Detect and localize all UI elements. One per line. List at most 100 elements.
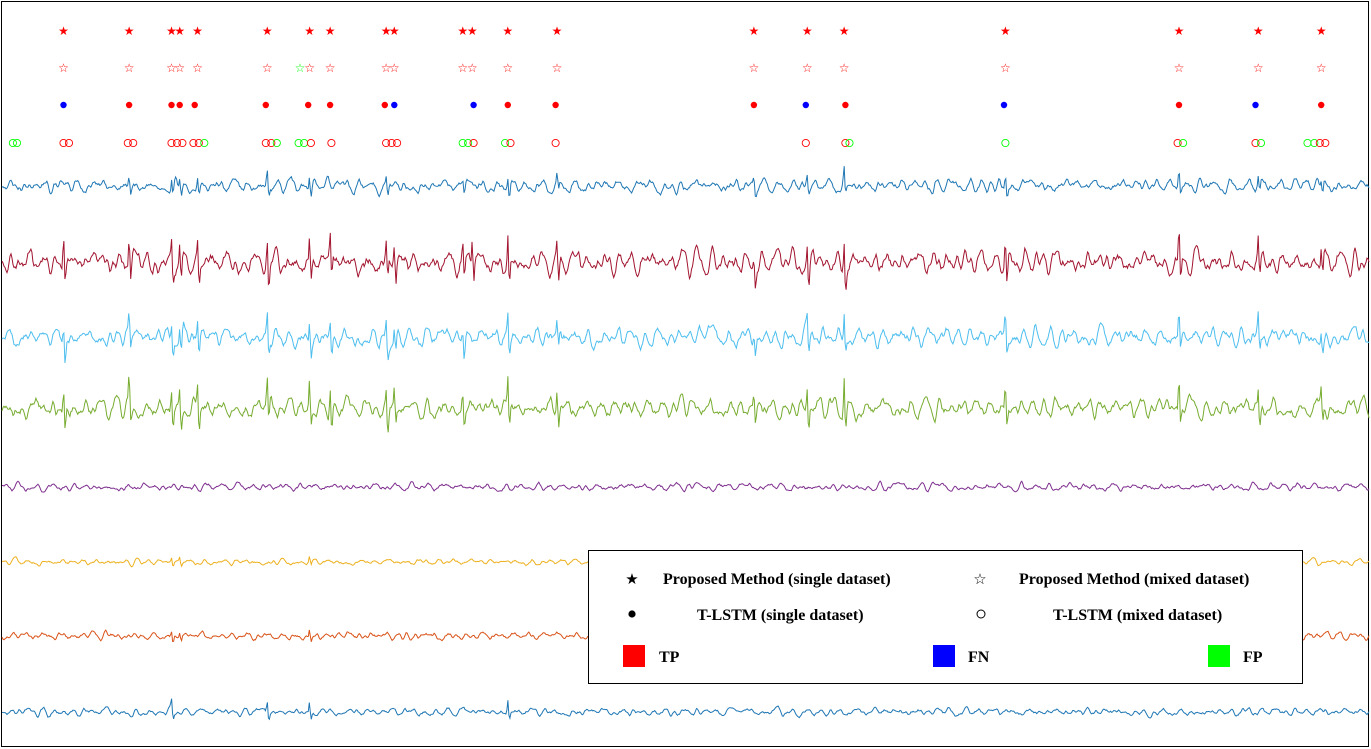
marker-proposed-mixed-21: ☆ — [1316, 61, 1327, 75]
marker-tlstm-single-0 — [60, 101, 67, 109]
marker-tlstm-mixed-37 — [1310, 138, 1319, 148]
marker-proposed-mixed-8: ☆ — [325, 61, 336, 75]
marker-tlstm-single-3 — [176, 101, 183, 109]
marker-proposed-mixed-20: ☆ — [1253, 61, 1264, 75]
marker-tlstm-mixed-18 — [327, 138, 336, 148]
marker-tlstm-mixed-13 — [267, 138, 276, 148]
marker-proposed-mixed-2: ☆ — [166, 61, 177, 75]
marker-tlstm-mixed-6 — [167, 138, 176, 148]
marker-proposed-single-15: ★ — [802, 24, 813, 38]
legend: ★ Proposed Method (single dataset) ☆ Pro… — [588, 550, 1303, 684]
marker-proposed-mixed-7: ☆ — [304, 61, 315, 75]
marker-tlstm-mixed-22 — [458, 138, 467, 148]
marker-tlstm-mixed-35 — [1256, 138, 1266, 148]
marker-proposed-mixed-18: ☆ — [1000, 61, 1011, 75]
marker-proposed-mixed-10: ☆ — [389, 61, 400, 75]
marker-tlstm-single-11 — [504, 101, 511, 109]
marker-proposed-mixed-9: ☆ — [381, 61, 392, 75]
marker-tlstm-single-4 — [191, 101, 198, 109]
marker-tlstm-mixed-38 — [1315, 138, 1324, 148]
marker-proposed-single-14: ★ — [749, 24, 760, 38]
marker-tlstm-mixed-39 — [1321, 138, 1330, 148]
marker-proposed-single-4: ★ — [192, 24, 203, 38]
marker-tlstm-single-18 — [1252, 101, 1259, 109]
marker-tlstm-single-2 — [168, 101, 175, 109]
marker-tlstm-mixed-4 — [123, 138, 132, 148]
marker-proposed-single-10: ★ — [457, 24, 468, 38]
marker-tlstm-single-9 — [391, 101, 398, 109]
marker-proposed-mixed-1: ☆ — [124, 61, 135, 75]
marker-proposed-mixed-0: ☆ — [58, 61, 69, 75]
marker-tlstm-mixed-23 — [464, 138, 473, 148]
marker-proposed-mixed-3: ☆ — [174, 61, 185, 75]
signal-trace-3 — [1, 311, 1370, 363]
marker-proposed-single-0: ★ — [58, 24, 69, 38]
marker-tlstm-mixed-12 — [261, 138, 270, 148]
signal-trace-2 — [1, 232, 1370, 290]
marker-proposed-single-16: ★ — [839, 24, 850, 38]
legend-symbol-hollow-circle — [976, 609, 986, 619]
marker-proposed-mixed-15: ☆ — [749, 61, 760, 75]
signal-trace-1 — [1, 166, 1370, 198]
marker-proposed-mixed-14: ☆ — [552, 61, 563, 75]
legend-label-tlstm-single: T-LSTM (single dataset) — [697, 607, 864, 624]
marker-tlstm-single-17 — [1175, 101, 1183, 109]
marker-proposed-mixed-19: ☆ — [1174, 61, 1185, 75]
marker-tlstm-mixed-1 — [12, 138, 22, 148]
marker-tlstm-mixed-26 — [506, 138, 515, 148]
marker-tlstm-single-15 — [842, 101, 849, 109]
marker-tlstm-mixed-31 — [1001, 138, 1010, 148]
marker-tlstm-single-6 — [305, 101, 312, 109]
marker-tlstm-mixed-27 — [551, 138, 560, 148]
legend-swatch-fp — [1208, 645, 1230, 667]
event-marker-layer: ★ ★ ★★ ★ ★ ★ ★ ★★ ★★ ★ ★ ★ ★ ★ ★ ★ ★ ★☆ ☆ ☆☆ ☆ ☆ ☆☆ ☆ ☆☆ ☆☆ ☆ ☆ ☆ ☆ ☆ ☆… — [8, 24, 1330, 148]
marker-proposed-single-13: ★ — [552, 24, 563, 38]
marker-tlstm-mixed-30 — [845, 138, 854, 148]
legend-label-proposed-mixed: Proposed Method (mixed dataset) — [1019, 571, 1249, 588]
marker-proposed-single-12: ★ — [502, 24, 513, 38]
marker-tlstm-mixed-32 — [1173, 138, 1182, 148]
signal-trace-8 — [1, 698, 1370, 721]
marker-tlstm-single-14 — [802, 101, 809, 109]
marker-tlstm-single-10 — [470, 101, 477, 109]
marker-tlstm-mixed-0 — [8, 138, 17, 148]
legend-label-fp: FP — [1243, 649, 1263, 666]
marker-tlstm-single-5 — [262, 101, 269, 109]
marker-tlstm-single-12 — [552, 101, 559, 109]
marker-proposed-mixed-6: ☆ — [295, 61, 306, 75]
marker-tlstm-mixed-2 — [59, 138, 68, 148]
legend-symbol-filled-circle — [628, 610, 636, 618]
marker-tlstm-mixed-7 — [172, 138, 182, 148]
marker-tlstm-mixed-24 — [469, 138, 478, 148]
marker-tlstm-mixed-3 — [64, 138, 74, 148]
marker-proposed-single-9: ★ — [389, 24, 400, 38]
signal-trace-5 — [2, 480, 1370, 493]
marker-tlstm-single-1 — [125, 101, 133, 109]
legend-label-tlstm-mixed: T-LSTM (mixed dataset) — [1053, 607, 1222, 624]
marker-proposed-single-6: ★ — [304, 24, 315, 38]
marker-proposed-mixed-11: ☆ — [457, 61, 468, 75]
legend-label-proposed-single: Proposed Method (single dataset) — [663, 571, 891, 588]
marker-tlstm-single-16 — [1000, 101, 1008, 109]
marker-proposed-single-18: ★ — [1174, 24, 1185, 38]
legend-label-fn: FN — [968, 649, 990, 666]
marker-tlstm-single-13 — [750, 101, 758, 109]
marker-tlstm-mixed-10 — [194, 138, 203, 148]
marker-proposed-mixed-17: ☆ — [839, 61, 850, 75]
marker-tlstm-mixed-11 — [200, 138, 209, 148]
legend-symbol-hollow-star: ☆ — [973, 570, 986, 588]
legend-swatch-fn — [933, 645, 955, 667]
marker-tlstm-mixed-14 — [272, 138, 281, 148]
legend-swatch-tp — [623, 645, 645, 667]
marker-proposed-single-2: ★ — [166, 24, 177, 38]
marker-proposed-mixed-13: ☆ — [502, 61, 513, 75]
marker-tlstm-single-8 — [381, 101, 388, 109]
marker-tlstm-mixed-20 — [387, 138, 396, 148]
legend-symbol-filled-star: ★ — [625, 570, 638, 588]
marker-tlstm-mixed-29 — [841, 138, 850, 148]
marker-proposed-single-17: ★ — [1000, 24, 1011, 38]
marker-tlstm-mixed-33 — [1179, 138, 1188, 148]
marker-proposed-mixed-4: ☆ — [192, 61, 203, 75]
legend-label-tp: TP — [659, 649, 680, 666]
